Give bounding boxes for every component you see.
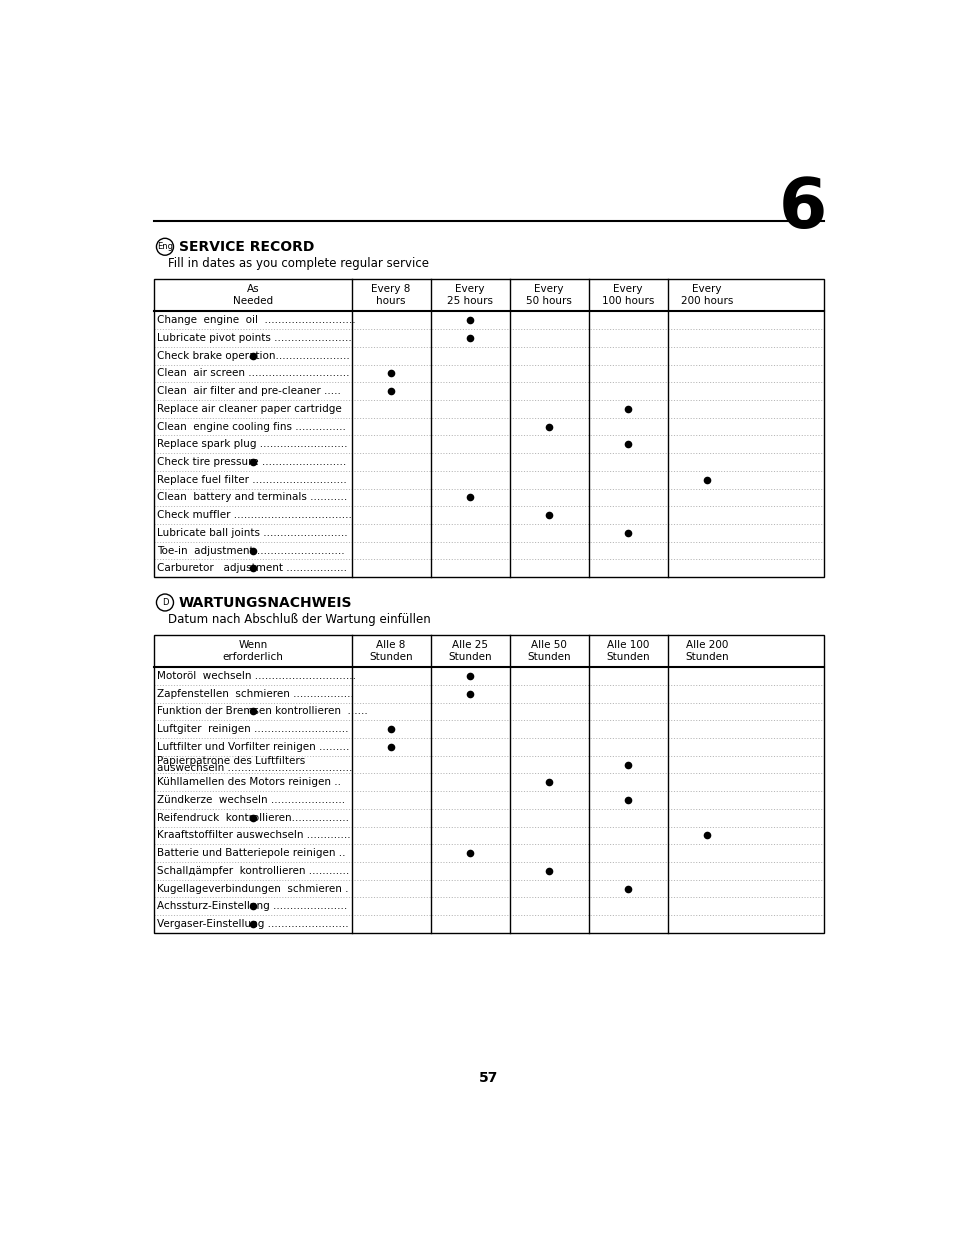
Text: Alle 8
Stunden: Alle 8 Stunden <box>369 640 413 662</box>
Text: Datum nach Abschluß der Wartung einfüllen: Datum nach Abschluß der Wartung einfülle… <box>168 613 431 626</box>
Text: Check brake operation......................: Check brake operation...................… <box>157 351 350 361</box>
Text: Every 8
hours: Every 8 hours <box>371 284 411 306</box>
Text: Schallдämpfer  kontrollieren ............: Schallдämpfer kontrollieren ............ <box>157 866 349 876</box>
Bar <box>154 279 822 577</box>
Text: Zündkerze  wechseln ......................: Zündkerze wechseln .....................… <box>157 795 345 805</box>
Text: Kühllamellen des Motors reinigen ..: Kühllamellen des Motors reinigen .. <box>157 777 341 787</box>
Text: Check tire pressure .........................: Check tire pressure ....................… <box>157 457 346 467</box>
Text: Wenn
erforderlich: Wenn erforderlich <box>222 640 283 662</box>
Text: Replace spark plug ..........................: Replace spark plug .....................… <box>157 440 347 450</box>
Text: Replace air cleaner paper cartridge: Replace air cleaner paper cartridge <box>157 404 341 414</box>
Text: Zapfenstellen  schmieren ..................: Zapfenstellen schmieren ................… <box>157 689 354 699</box>
Text: auswechseln .....................................: auswechseln ............................… <box>157 763 353 773</box>
Text: Luftfilter und Vorfilter reinigen .........: Luftfilter und Vorfilter reinigen ......… <box>157 742 349 752</box>
Text: Clean  battery and terminals ...........: Clean battery and terminals ........... <box>157 493 347 503</box>
Text: Batterie und Batteriepole reinigen ..: Batterie und Batteriepole reinigen .. <box>157 848 345 858</box>
Text: Luftgiter  reinigen ............................: Luftgiter reinigen .....................… <box>157 724 349 734</box>
Text: Vergaser-Einstellung ........................: Vergaser-Einstellung ...................… <box>157 919 349 929</box>
Text: WARTUNGSNACHWEIS: WARTUNGSNACHWEIS <box>179 595 352 610</box>
Text: Papierpatrone des Luftfilters: Papierpatrone des Luftfilters <box>157 756 305 766</box>
Text: Alle 25
Stunden: Alle 25 Stunden <box>448 640 492 662</box>
Text: Kraaftstoffilter auswechseln .............: Kraaftstoffilter auswechseln ...........… <box>157 830 351 841</box>
Text: Alle 50
Stunden: Alle 50 Stunden <box>527 640 571 662</box>
Text: Funktion der Bremsen kontrollieren  ......: Funktion der Bremsen kontrollieren .....… <box>157 706 368 716</box>
Text: Every
100 hours: Every 100 hours <box>601 284 654 306</box>
Text: Clean  air screen ..............................: Clean air screen .......................… <box>157 368 350 378</box>
Text: Eng: Eng <box>157 242 172 251</box>
Text: Check muffler ...................................: Check muffler ..........................… <box>157 510 352 520</box>
Text: Lubricate pivot points .......................: Lubricate pivot points .................… <box>157 333 352 343</box>
Text: Alle 200
Stunden: Alle 200 Stunden <box>684 640 728 662</box>
Text: Alle 100
Stunden: Alle 100 Stunden <box>606 640 649 662</box>
Text: Change  engine  oil  ...........................: Change engine oil ......................… <box>157 315 355 325</box>
Text: Every
50 hours: Every 50 hours <box>526 284 572 306</box>
Text: Clean  air filter and pre-cleaner .....: Clean air filter and pre-cleaner ..... <box>157 387 341 396</box>
Text: Lubricate ball joints .........................: Lubricate ball joints ..................… <box>157 527 348 537</box>
Text: Carburetor   adjustment ..................: Carburetor adjustment .................. <box>157 563 347 573</box>
Text: D: D <box>162 598 168 606</box>
Text: Motoröl  wechseln ..............................: Motoröl wechseln .......................… <box>157 671 355 680</box>
Text: Kugellageverbindungen  schmieren .: Kugellageverbindungen schmieren . <box>157 883 349 894</box>
Text: Replace fuel filter ............................: Replace fuel filter ....................… <box>157 474 347 484</box>
Text: 57: 57 <box>478 1071 498 1084</box>
Text: 6: 6 <box>779 175 827 242</box>
Text: Every
200 hours: Every 200 hours <box>680 284 733 306</box>
Text: Reifendruck  kontrollieren.................: Reifendruck kontrollieren...............… <box>157 813 349 823</box>
Text: Clean  engine cooling fins ...............: Clean engine cooling fins ..............… <box>157 421 346 431</box>
Text: Toe-in  adjustment ..........................: Toe-in adjustment ......................… <box>157 546 344 556</box>
Text: As
Needed: As Needed <box>233 284 273 306</box>
Bar <box>154 635 822 932</box>
Text: SERVICE RECORD: SERVICE RECORD <box>179 240 314 253</box>
Text: Achssturz-Einstellung ......................: Achssturz-Einstellung ..................… <box>157 902 347 911</box>
Text: Every
25 hours: Every 25 hours <box>447 284 493 306</box>
Text: Fill in dates as you complete regular service: Fill in dates as you complete regular se… <box>168 257 429 270</box>
